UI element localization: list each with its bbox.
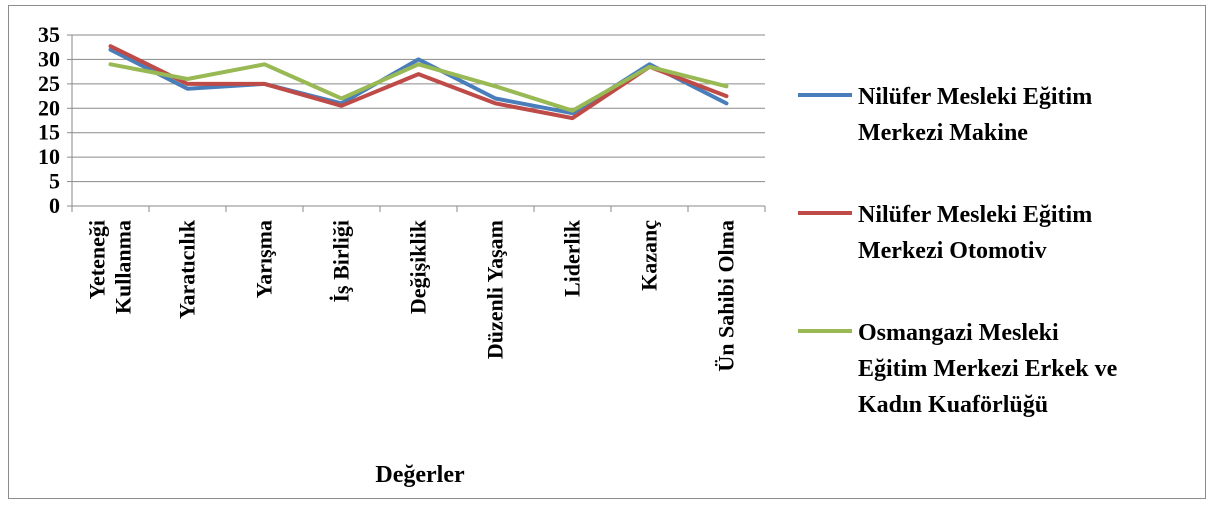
x-category-label: Kazanç bbox=[637, 220, 662, 291]
x-category-label-line: Liderlik bbox=[560, 219, 585, 297]
legend-label-2: Nilüfer Mesleki Eğitim Merkezi Otomotiv bbox=[858, 202, 1092, 264]
legend-label-line: Nilüfer Mesleki Eğitim bbox=[858, 202, 1092, 228]
legend-label-1: Nilüfer Mesleki Eğitim Merkezi Makine bbox=[858, 84, 1092, 146]
x-category-label-line: Düzenli Yaşam bbox=[483, 220, 508, 359]
legend-label-line: Eğitim Merkezi Erkek ve bbox=[858, 356, 1118, 382]
y-tick-label: 30 bbox=[38, 46, 60, 71]
legend-label-line: Osmangazi Mesleki bbox=[858, 320, 1059, 346]
x-category-label-line: Yaratıcılık bbox=[175, 219, 200, 319]
legend-label-line: Merkezi Makine bbox=[858, 120, 1028, 146]
x-category-label: Yarışma bbox=[252, 220, 277, 298]
series-lines bbox=[108, 44, 729, 121]
y-tick-label: 15 bbox=[38, 120, 60, 145]
axes bbox=[67, 34, 766, 212]
series-line-3 bbox=[108, 62, 729, 113]
x-category-label-line: Ün Sahibi Olma bbox=[714, 220, 739, 372]
x-category-label-line: Değişiklik bbox=[406, 219, 431, 314]
series-line-2 bbox=[108, 44, 729, 121]
x-category-label-line: Yeteneği bbox=[85, 220, 110, 299]
x-category-label: Ün Sahibi Olma bbox=[714, 220, 739, 372]
legend-label-line: Nilüfer Mesleki Eğitim bbox=[858, 84, 1092, 110]
y-tick-label: 20 bbox=[38, 95, 60, 120]
y-tick-label: 10 bbox=[38, 144, 60, 169]
x-category-label-line: İş Birliği bbox=[329, 220, 354, 303]
y-tick-label: 35 bbox=[38, 22, 60, 47]
x-category-label-line: Kullanma bbox=[111, 220, 136, 314]
legend: Nilüfer Mesleki Eğitim Merkezi MakineNilü… bbox=[798, 84, 1118, 418]
x-category-label: YeteneğiKullanma bbox=[85, 220, 136, 314]
x-category-label: Değişiklik bbox=[406, 219, 431, 314]
x-category-label: Düzenli Yaşam bbox=[483, 220, 508, 359]
gridlines bbox=[72, 34, 765, 183]
legend-label-line: Kadın Kuaförlüğü bbox=[858, 392, 1048, 418]
x-category-label: Yaratıcılık bbox=[175, 219, 200, 319]
legend-label-3: Osmangazi Mesleki Eğitim Merkezi Erkek ve… bbox=[858, 320, 1118, 418]
x-category-label: İş Birliği bbox=[329, 220, 354, 303]
y-tick-label: 0 bbox=[49, 193, 60, 218]
x-category-label-line: Kazanç bbox=[637, 220, 662, 291]
y-tick-label: 25 bbox=[38, 71, 60, 96]
x-category-labels: YeteneğiKullanma Yaratıcılık Yarışma İş Bir… bbox=[85, 219, 739, 371]
x-category-label: Liderlik bbox=[560, 219, 585, 297]
x-axis-label: Değerler bbox=[375, 462, 465, 488]
y-tick-label: 5 bbox=[49, 169, 60, 194]
legend-label-line: Merkezi Otomotiv bbox=[858, 238, 1047, 264]
x-category-label-line: Yarışma bbox=[252, 220, 277, 298]
